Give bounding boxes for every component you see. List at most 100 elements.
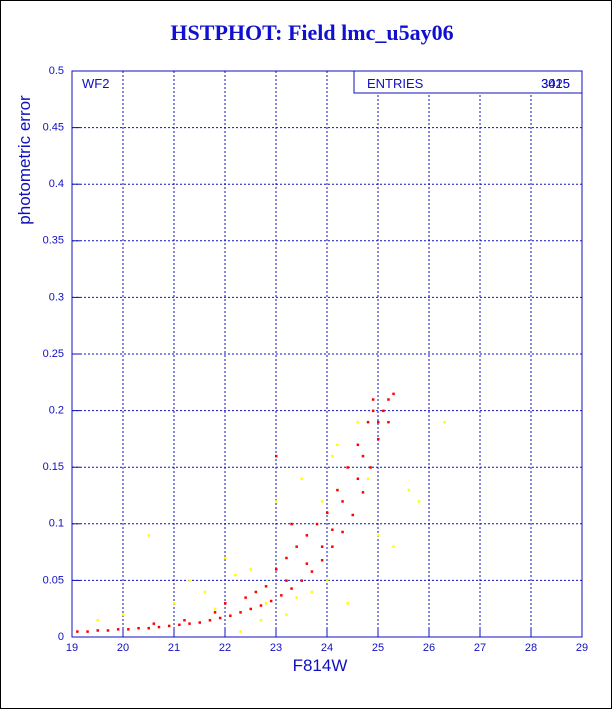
point bbox=[167, 624, 171, 628]
x-tick-label: 23 bbox=[270, 642, 282, 654]
x-tick-label: 24 bbox=[321, 642, 333, 654]
point bbox=[259, 619, 263, 622]
point bbox=[351, 513, 354, 517]
point bbox=[331, 454, 334, 458]
point bbox=[336, 488, 339, 492]
point bbox=[443, 420, 446, 424]
point bbox=[377, 534, 380, 537]
point bbox=[208, 619, 212, 622]
point bbox=[369, 466, 372, 469]
point bbox=[229, 614, 232, 617]
point bbox=[147, 626, 150, 630]
point bbox=[320, 545, 324, 548]
point bbox=[295, 596, 298, 599]
point bbox=[336, 443, 339, 447]
y-tick-label: 0.15 bbox=[43, 461, 64, 473]
x-tick-label: 28 bbox=[525, 642, 537, 654]
x-tick-label: 29 bbox=[576, 642, 588, 654]
point bbox=[116, 628, 120, 631]
point bbox=[249, 607, 252, 611]
point bbox=[285, 579, 288, 582]
point bbox=[213, 611, 217, 614]
point bbox=[198, 621, 201, 624]
stats-value: 3015 bbox=[541, 76, 570, 91]
point bbox=[285, 613, 288, 616]
y-tick-label: 0.25 bbox=[43, 348, 64, 360]
y-tick-label: 0.45 bbox=[43, 122, 64, 134]
point bbox=[315, 522, 319, 526]
point bbox=[96, 619, 99, 622]
point bbox=[213, 607, 217, 611]
point bbox=[346, 466, 349, 469]
y-tick-label: 0.5 bbox=[49, 65, 64, 77]
point bbox=[275, 500, 278, 503]
point bbox=[275, 568, 278, 571]
chart-title: HSTPHOT: Field lmc_u5ay06 bbox=[170, 20, 453, 45]
x-axis-label: F814W bbox=[293, 656, 348, 675]
point bbox=[387, 420, 390, 424]
point bbox=[264, 602, 268, 605]
point bbox=[137, 626, 140, 630]
point bbox=[152, 622, 156, 625]
point bbox=[356, 477, 360, 481]
panel-label: WF2 bbox=[82, 76, 109, 91]
point bbox=[356, 443, 360, 447]
x-tick-label: 20 bbox=[117, 642, 129, 654]
x-tick-label: 27 bbox=[474, 642, 486, 654]
point bbox=[122, 613, 125, 616]
point bbox=[290, 522, 293, 526]
point bbox=[218, 616, 222, 620]
point bbox=[239, 630, 242, 633]
x-tick-label: 26 bbox=[423, 642, 435, 654]
point bbox=[173, 602, 176, 605]
y-tick-label: 0 bbox=[58, 631, 64, 643]
point bbox=[259, 604, 263, 607]
point bbox=[377, 420, 380, 424]
y-tick-label: 0.05 bbox=[43, 574, 64, 586]
point bbox=[96, 629, 99, 632]
point bbox=[234, 573, 237, 577]
point bbox=[356, 420, 360, 424]
point bbox=[106, 629, 110, 632]
point bbox=[320, 559, 324, 562]
point bbox=[361, 454, 365, 458]
point bbox=[269, 599, 273, 603]
point bbox=[157, 625, 161, 629]
stats-label: ENTRIES bbox=[367, 76, 424, 91]
point bbox=[371, 409, 375, 413]
point bbox=[417, 500, 421, 503]
point bbox=[371, 398, 375, 401]
point bbox=[377, 437, 380, 441]
x-tick-label: 21 bbox=[168, 642, 180, 654]
point bbox=[264, 585, 268, 588]
point bbox=[183, 619, 186, 622]
x-tick-label: 22 bbox=[219, 642, 231, 654]
x-tick-label: 25 bbox=[372, 642, 384, 654]
point bbox=[188, 622, 191, 625]
point bbox=[310, 570, 314, 573]
point bbox=[320, 500, 324, 503]
point bbox=[275, 454, 278, 458]
y-tick-label: 0.2 bbox=[49, 405, 64, 417]
point bbox=[331, 545, 334, 548]
point bbox=[300, 477, 303, 481]
point bbox=[280, 594, 283, 597]
point bbox=[76, 630, 79, 633]
point bbox=[341, 530, 344, 534]
point bbox=[387, 398, 390, 401]
point bbox=[326, 511, 329, 514]
point bbox=[147, 534, 150, 537]
point bbox=[310, 590, 314, 594]
point bbox=[203, 590, 207, 594]
point bbox=[178, 623, 181, 627]
point bbox=[239, 611, 242, 614]
point bbox=[249, 568, 252, 571]
point bbox=[290, 587, 293, 590]
point bbox=[300, 579, 303, 582]
point bbox=[305, 562, 309, 565]
point bbox=[407, 488, 411, 492]
point bbox=[382, 409, 385, 413]
point bbox=[224, 602, 227, 605]
point bbox=[331, 528, 334, 531]
point bbox=[285, 556, 288, 560]
